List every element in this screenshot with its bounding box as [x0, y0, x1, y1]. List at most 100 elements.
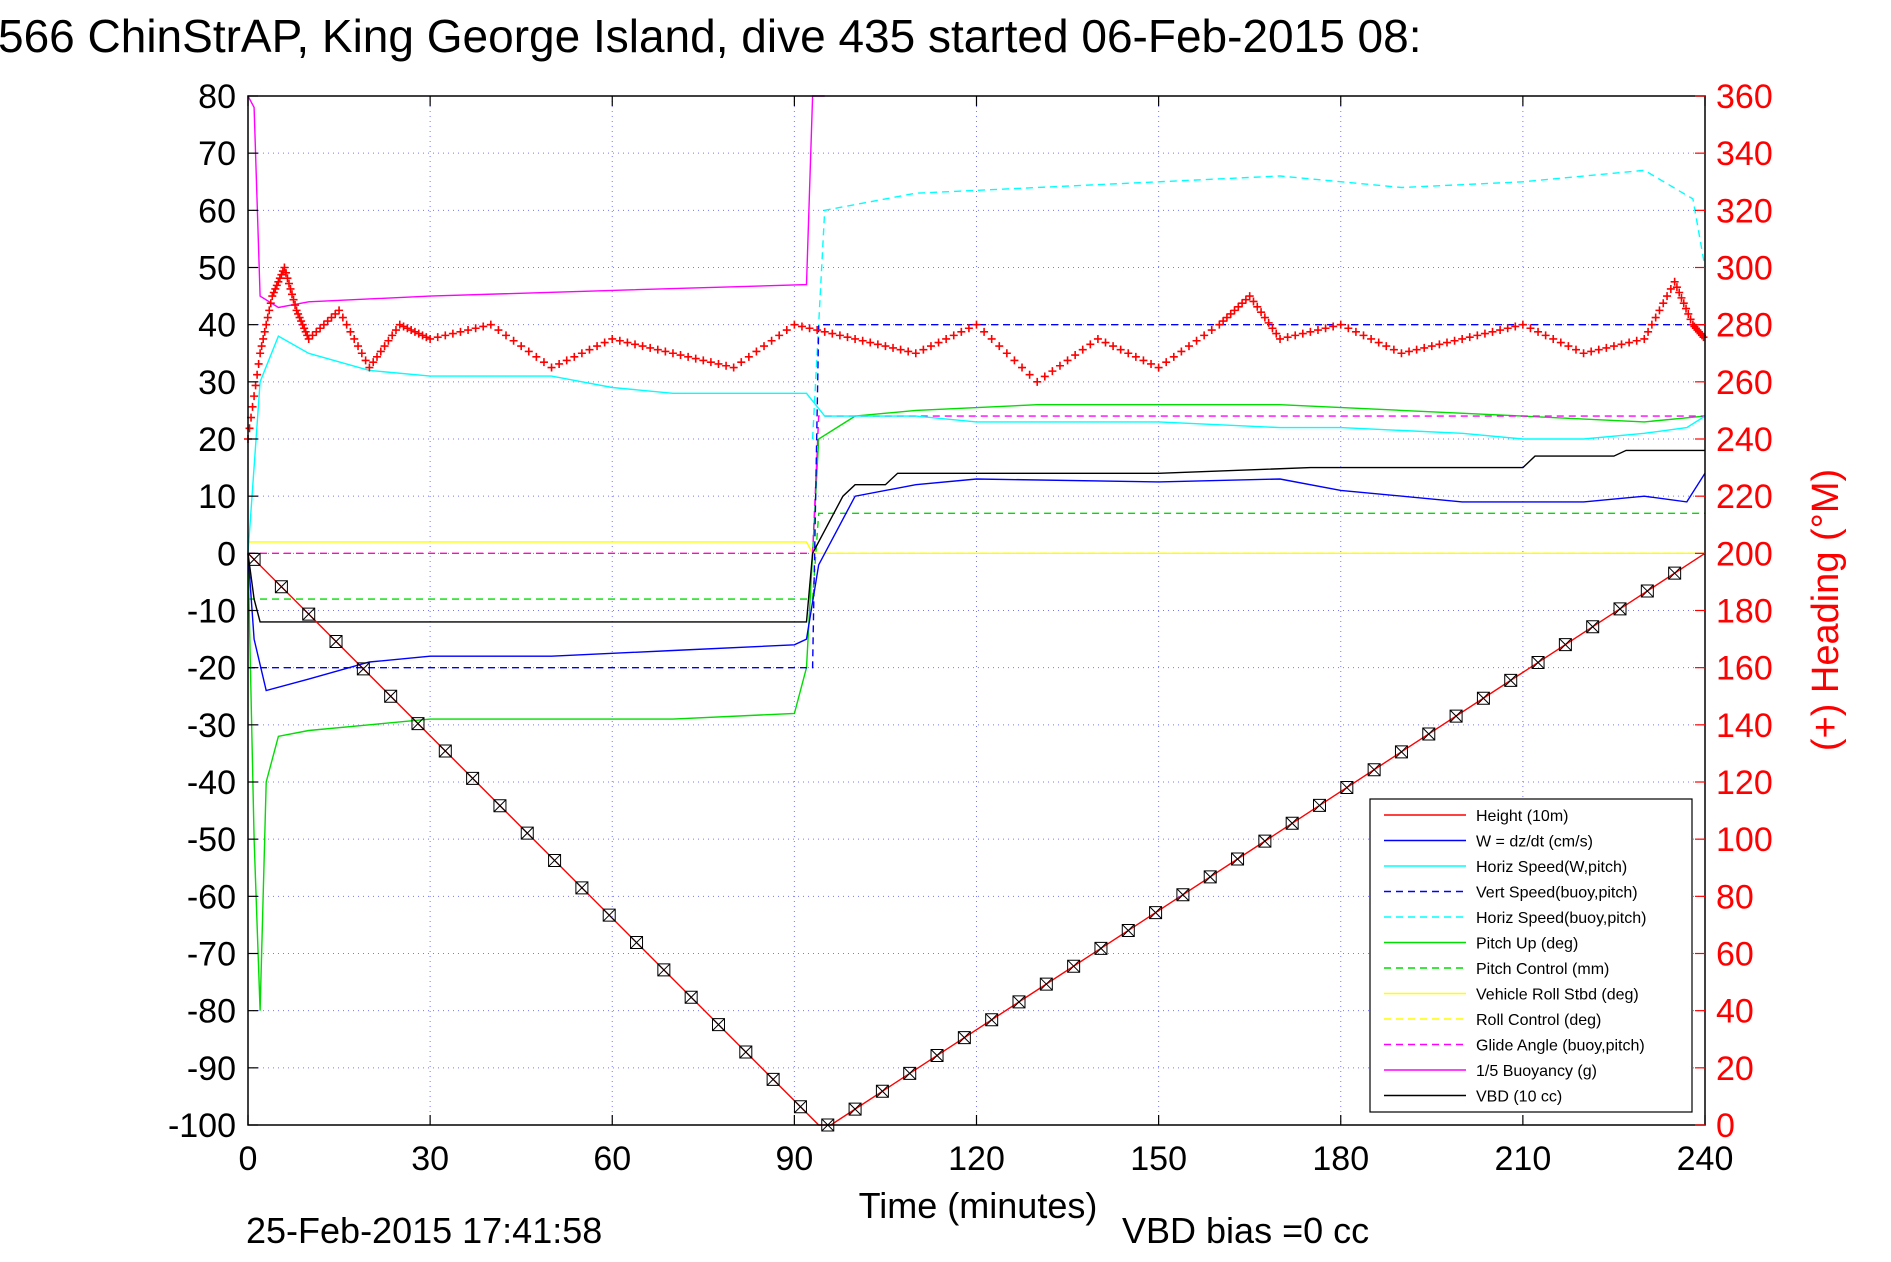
heading-marker-28-5: [1556, 338, 1565, 347]
heading-marker-13-7: [722, 361, 731, 370]
heading-marker-13-0: [668, 349, 677, 358]
heading-marker-1-6: [265, 306, 274, 315]
heading-marker-10-1: [494, 326, 503, 335]
heading-marker-22-1: [1219, 317, 1228, 326]
heading-marker-7-3: [376, 347, 385, 356]
heading-marker-10-5: [524, 347, 533, 356]
heading-marker-1-2: [259, 334, 268, 343]
height-marker-1990: [1449, 709, 1463, 723]
heading-marker-11-7: [600, 338, 609, 347]
heading-marker-31-4: [1679, 299, 1688, 308]
y-tick-label-8: 0: [217, 535, 236, 573]
heading-marker-28-6: [1564, 342, 1573, 351]
heading-marker-27-7: [1511, 322, 1520, 331]
legend-label-7: Vehicle Roll Stbd (deg): [1476, 987, 1639, 1004]
heading-marker-31-6: [1684, 309, 1693, 318]
y-right-tick-label-4: 280: [1716, 307, 1773, 345]
heading-marker-14-6: [775, 331, 784, 340]
heading-marker-22-4: [1230, 306, 1239, 315]
heading-marker-6-7: [361, 356, 370, 365]
legend-label-6: Pitch Control (mm): [1476, 961, 1609, 978]
heading-marker-9-1: [433, 333, 442, 342]
heading-marker-14-4: [760, 342, 769, 351]
heading-marker-17-2: [926, 342, 935, 351]
heading-marker-4-3: [297, 317, 306, 326]
x-tick-label-8: 240: [1677, 1140, 1734, 1178]
legend-label-9: Glide Angle (buoy,pitch): [1476, 1038, 1645, 1055]
heading-marker-21-6: [1200, 331, 1209, 340]
heading-marker-27-4: [1488, 327, 1497, 336]
y-right-tick-label-18: 0: [1716, 1107, 1735, 1145]
heading-marker-5-1: [308, 331, 317, 340]
x-tick-label-5: 150: [1130, 1140, 1187, 1178]
y-right-tick-label-2: 320: [1716, 192, 1773, 230]
heading-marker-4-0: [292, 306, 301, 315]
y-tick-label-14: -60: [187, 878, 236, 916]
heading-marker-26-0: [1397, 349, 1406, 358]
heading-marker-32-7: [1699, 333, 1708, 342]
height-marker-1045: [875, 1084, 889, 1098]
heading-marker-17-3: [934, 338, 943, 347]
series-line-11: [247, 449, 1705, 623]
height-marker-820: [739, 1045, 753, 1059]
heading-marker-14-1: [737, 358, 746, 367]
heading-marker-20-7: [1147, 359, 1156, 368]
heading-marker-0-4: [250, 392, 259, 401]
heading-marker-1-5: [263, 313, 272, 322]
heading-marker-1-1: [257, 342, 266, 351]
heading-marker-4-1: [294, 309, 303, 318]
heading-marker-21-1: [1162, 358, 1171, 367]
heading-marker-2-2: [271, 284, 280, 293]
height-marker-190: [356, 662, 370, 676]
heading-marker-3-3: [284, 279, 293, 288]
heading-marker-30-2: [1647, 320, 1656, 329]
y-tick-label-17: -90: [187, 1050, 236, 1088]
heading-marker-23-6: [1268, 324, 1277, 333]
legend-box: [1369, 798, 1693, 1113]
heading-marker-15-3: [813, 326, 822, 335]
heading-marker-10-6: [532, 352, 541, 361]
heading-marker-11-4: [577, 349, 586, 358]
heading-marker-3-4: [286, 284, 295, 293]
heading-marker-9-4: [456, 327, 465, 336]
y-tick-label-15: -70: [187, 936, 236, 974]
heading-marker-12-4: [638, 342, 647, 351]
heading-marker-3-6: [289, 295, 298, 304]
heading-marker-9-7: [479, 322, 488, 331]
heading-marker-0-3: [248, 402, 257, 411]
heading-marker-29-7: [1632, 336, 1641, 345]
heading-marker-18-0: [972, 320, 981, 329]
heading-marker-25-3: [1359, 331, 1368, 340]
legend-label-11: VBD (10 cc): [1476, 1089, 1562, 1106]
heading-marker-22-5: [1234, 302, 1243, 311]
heading-marker-11-0: [547, 363, 556, 372]
height-marker-865: [766, 1072, 780, 1086]
heading-marker-21-0: [1154, 363, 1163, 372]
height-marker-2080: [1504, 673, 1518, 687]
heading-marker-21-3: [1177, 347, 1186, 356]
heading-markers: [244, 263, 1708, 443]
height-marker-1630: [1231, 852, 1245, 866]
height-marker-2215: [1586, 620, 1600, 634]
height-marker-1540: [1176, 888, 1190, 902]
x-tick-label-1: 30: [411, 1140, 449, 1178]
y-tick-label-1: 70: [198, 135, 236, 173]
heading-marker-14-2: [744, 352, 753, 361]
y-right-tick-label-10: 160: [1716, 650, 1773, 688]
heading-marker-11-2: [562, 356, 571, 365]
heading-marker-24-3: [1298, 329, 1307, 338]
heading-marker-29-5: [1617, 340, 1626, 349]
heading-marker-25-2: [1351, 327, 1360, 336]
series-line-9: [248, 415, 1705, 554]
heading-marker-20-1: [1101, 338, 1110, 347]
heading-marker-9-5: [464, 326, 473, 335]
y-right-tick-label-11: 140: [1716, 707, 1773, 745]
heading-marker-13-3: [691, 354, 700, 363]
heading-marker-28-3: [1541, 331, 1550, 340]
x-tick-label-3: 90: [775, 1140, 813, 1178]
series-line-4: [811, 169, 1706, 440]
heading-marker-12-3: [631, 340, 640, 349]
y-right-tick-label-5: 260: [1716, 364, 1773, 402]
heading-marker-22-7: [1241, 295, 1250, 304]
